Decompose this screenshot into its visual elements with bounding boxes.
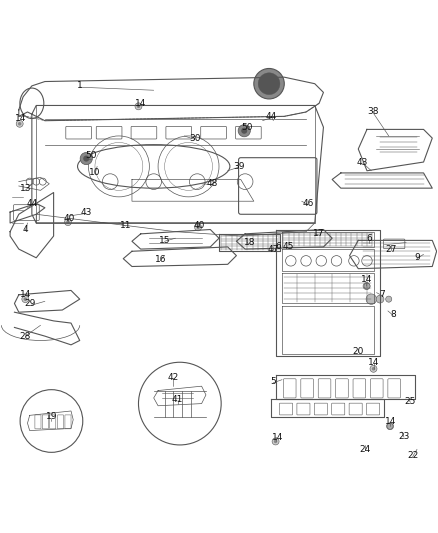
- Text: 39: 39: [233, 162, 244, 171]
- Text: 7: 7: [379, 290, 385, 300]
- Circle shape: [366, 294, 377, 304]
- Text: 11: 11: [120, 221, 131, 230]
- Circle shape: [386, 296, 392, 302]
- Text: 40: 40: [63, 214, 74, 223]
- Text: 48: 48: [207, 179, 218, 188]
- Circle shape: [363, 282, 370, 289]
- Text: 14: 14: [361, 275, 373, 284]
- Circle shape: [389, 424, 392, 428]
- Circle shape: [370, 365, 377, 372]
- Text: 17: 17: [313, 229, 325, 238]
- Text: 16: 16: [155, 255, 166, 264]
- Text: 20: 20: [353, 347, 364, 356]
- Text: 27: 27: [385, 245, 396, 254]
- Text: 30: 30: [189, 134, 201, 143]
- Circle shape: [365, 284, 368, 288]
- Text: 10: 10: [89, 168, 101, 177]
- Circle shape: [80, 152, 92, 165]
- Text: 46: 46: [303, 199, 314, 208]
- Circle shape: [274, 440, 277, 443]
- Circle shape: [387, 423, 393, 429]
- Circle shape: [196, 225, 200, 229]
- Text: 6: 6: [366, 233, 372, 243]
- Circle shape: [16, 120, 23, 127]
- Text: 23: 23: [398, 432, 410, 441]
- Circle shape: [241, 128, 247, 134]
- Circle shape: [18, 122, 21, 125]
- Text: 44: 44: [265, 112, 277, 121]
- Circle shape: [272, 438, 279, 445]
- Circle shape: [22, 296, 29, 303]
- Text: 4: 4: [22, 225, 28, 234]
- Text: 42: 42: [168, 373, 179, 382]
- Text: 15: 15: [159, 236, 170, 245]
- Text: 25: 25: [405, 397, 416, 406]
- Text: 44: 44: [26, 199, 38, 208]
- Text: 47: 47: [268, 245, 279, 254]
- Text: 41: 41: [172, 395, 184, 403]
- Circle shape: [64, 219, 71, 225]
- Text: 50: 50: [241, 123, 253, 132]
- Text: 22: 22: [407, 451, 418, 461]
- Text: 13: 13: [20, 184, 31, 192]
- Text: 43: 43: [81, 207, 92, 216]
- Text: 28: 28: [20, 332, 31, 341]
- Text: 50: 50: [85, 151, 96, 160]
- Circle shape: [254, 68, 284, 99]
- Text: 29: 29: [24, 299, 35, 308]
- Text: 40: 40: [194, 221, 205, 230]
- Text: 45: 45: [283, 243, 294, 252]
- Circle shape: [364, 283, 370, 289]
- Text: 14: 14: [385, 416, 396, 425]
- Circle shape: [376, 295, 384, 303]
- Text: 9: 9: [414, 253, 420, 262]
- Circle shape: [372, 367, 375, 370]
- Circle shape: [258, 73, 280, 94]
- Circle shape: [66, 220, 70, 224]
- Text: 1: 1: [77, 82, 83, 91]
- Text: 5: 5: [271, 377, 276, 386]
- Text: 14: 14: [135, 99, 146, 108]
- Text: 14: 14: [15, 114, 27, 123]
- Text: 18: 18: [244, 238, 255, 247]
- Circle shape: [238, 125, 251, 137]
- Text: 14: 14: [272, 433, 283, 442]
- Circle shape: [194, 224, 201, 231]
- Circle shape: [83, 156, 89, 161]
- Circle shape: [24, 297, 27, 301]
- Text: 14: 14: [368, 358, 379, 367]
- Text: 14: 14: [20, 290, 31, 300]
- Text: 43: 43: [357, 158, 368, 166]
- Text: 38: 38: [368, 108, 379, 117]
- Circle shape: [135, 103, 142, 110]
- Text: 24: 24: [359, 445, 371, 454]
- Circle shape: [137, 104, 140, 108]
- Text: 8: 8: [390, 310, 396, 319]
- Text: 6: 6: [275, 243, 281, 252]
- Circle shape: [387, 423, 393, 430]
- Text: 19: 19: [46, 412, 57, 421]
